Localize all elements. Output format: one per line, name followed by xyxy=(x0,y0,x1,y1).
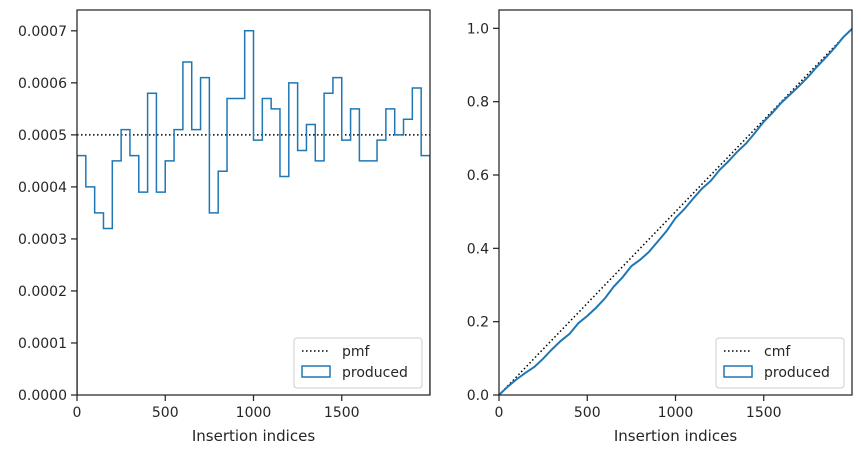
legend-produced-label: produced xyxy=(342,365,408,381)
x-tick-label: 1000 xyxy=(658,405,694,421)
x-axis-label: Insertion indices xyxy=(192,427,315,445)
y-tick-label: 1.0 xyxy=(467,21,489,37)
x-tick-label: 500 xyxy=(574,405,601,421)
cmf-reference-line xyxy=(499,27,852,395)
legend-produced-swatch xyxy=(723,365,753,378)
x-tick-label: 0 xyxy=(495,405,504,421)
legend-produced-swatch xyxy=(301,365,331,378)
y-tick-label: 0.0000 xyxy=(18,388,67,404)
y-tick-label: 0.0005 xyxy=(18,128,67,144)
y-tick-label: 0.0006 xyxy=(18,76,67,92)
y-tick-label: 0.2 xyxy=(467,315,489,331)
axes-frame xyxy=(498,9,853,396)
y-tick-label: 0.0 xyxy=(467,388,489,404)
plot-area xyxy=(499,27,852,395)
x-axis-label: Insertion indices xyxy=(614,427,737,445)
pmf-histogram-chart: 0 500 1000 1500 0.0000 0.0001 0.0002 0.0003 0.00… xyxy=(18,9,431,445)
cmf-line-chart: 0 500 1000 1500 0.0 0.2 0.4 0.6 0.8 1.0 Insertion … xyxy=(467,9,853,445)
y-tick-label: 0.4 xyxy=(467,241,489,257)
x-tick-label: 0 xyxy=(73,405,82,421)
legend-pmf-label: pmf xyxy=(342,344,371,360)
legend: cmf produced xyxy=(715,337,845,389)
x-tick-label: 1500 xyxy=(746,405,782,421)
x-tick-label: 1500 xyxy=(324,405,360,421)
y-tick-label: 0.6 xyxy=(467,168,489,184)
produced-histogram-series xyxy=(77,30,430,395)
plot-area xyxy=(77,30,430,395)
y-tick-label: 0.0003 xyxy=(18,232,67,248)
y-tick-label: 0.0007 xyxy=(18,24,67,40)
y-tick-label: 0.0004 xyxy=(18,180,67,196)
y-tick-label: 0.0002 xyxy=(18,284,67,300)
produced-cumulative-series xyxy=(499,28,852,395)
x-tick-label: 1000 xyxy=(236,405,272,421)
legend: pmf produced xyxy=(293,337,423,389)
legend-cmf-label: cmf xyxy=(764,344,791,360)
y-tick-label: 0.8 xyxy=(467,95,489,111)
y-tick-label: 0.0001 xyxy=(18,336,67,352)
x-tick-label: 500 xyxy=(152,405,179,421)
legend-produced-label: produced xyxy=(764,365,830,381)
